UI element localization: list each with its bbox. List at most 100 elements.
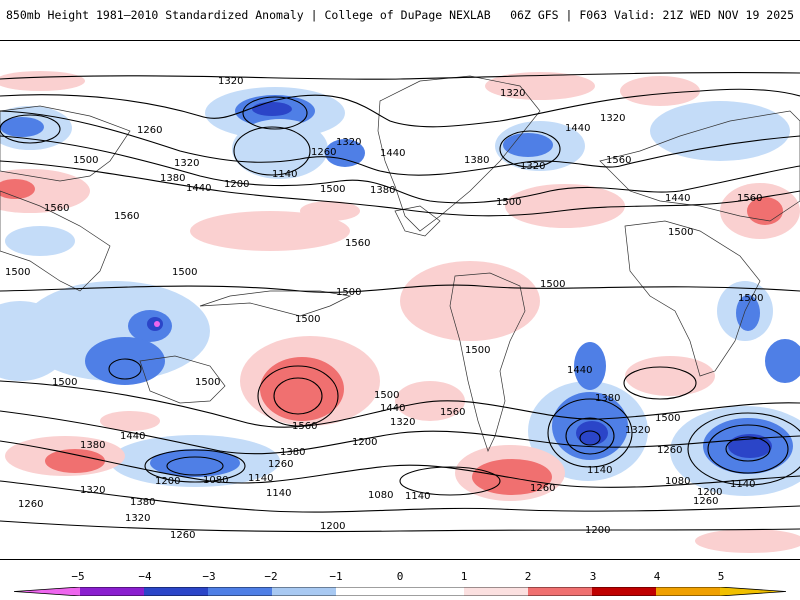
contour-label: 1560 [606,155,631,166]
contour-label: 1080 [368,490,393,501]
colorbar-tick: 0 [396,570,404,583]
contour-label: 1500 [320,184,345,195]
contour-label: 1320 [520,161,545,172]
contour-label: 1500 [52,377,77,388]
contour-label: 1320 [390,417,415,428]
contour-labels: 1320 1320 1320 1320 1320 1320 1320 1320 … [5,76,763,541]
contour-label: 1140 [248,473,273,484]
contour-label: 1500 [496,197,521,208]
contour-label: 1200 [697,487,722,498]
colorbar-cell [80,587,144,596]
contour-label: 1320 [174,158,199,169]
contour-label: 1260 [268,459,293,470]
contour-label: 1260 [311,147,336,158]
contour-label: 1080 [203,475,228,486]
contour-label: 1320 [80,485,105,496]
contour-label: 1560 [114,211,139,222]
contour-label: 1560 [345,238,370,249]
contour-label: 1320 [218,76,243,87]
contour-label: 1260 [657,445,682,456]
contour-label: 1260 [18,499,43,510]
contour-label: 1320 [600,113,625,124]
contour-label: 1380 [595,393,620,404]
colorbar-tick: 2 [524,570,532,583]
contour-label: 1560 [440,407,465,418]
colorbar-cell [336,587,400,596]
contour-label: 1260 [530,483,555,494]
contour-label: 1200 [224,179,249,190]
coastlines [0,75,800,452]
contour-label: 1500 [738,293,763,304]
contour-label: 1560 [44,203,69,214]
colorbar-cell [656,587,720,596]
colorbar-tick: −5 [71,570,85,583]
contour-label: 1500 [668,227,693,238]
colorbar-tick: −3 [202,570,216,583]
colorbar-cell [400,587,464,596]
contour-label: 1500 [465,345,490,356]
contour-label: 1260 [137,125,162,136]
contour-label: 1200 [585,525,610,536]
map-title: 850mb Height 1981–2010 Standardized Anom… [6,8,491,22]
colorbar-tick: −1 [329,570,343,583]
contour-label: 1500 [295,314,320,325]
colorbar-cell [144,587,208,596]
anomaly-colorbar: −5 −4 −3 −2 −1 0 1 2 3 4 5 [0,568,800,600]
contour-label: 1140 [266,488,291,499]
contour-label: 1500 [374,390,399,401]
contour-label: 1380 [80,440,105,451]
contour-label: 1320 [125,513,150,524]
contour-label: 1560 [292,421,317,432]
colorbar-tick: 1 [460,570,468,583]
contour-label: 1320 [500,88,525,99]
colorbar-cell [528,587,592,596]
contour-label: 1080 [665,476,690,487]
contour-label: 1140 [730,479,755,490]
contour-label: 1560 [737,193,762,204]
contour-label: 1500 [655,413,680,424]
colorbar-tick: −4 [138,570,152,583]
contour-label: 1440 [186,183,211,194]
contour-label: 1440 [380,148,405,159]
contour-label: 1380 [370,185,395,196]
contour-label: 1320 [336,137,361,148]
colorbar-cell [272,587,336,596]
contour-label: 1440 [665,193,690,204]
colorbar-cell [464,587,528,596]
colorbar-strip [14,587,786,596]
contour-label: 1200 [352,437,377,448]
contour-label: 1200 [320,521,345,532]
contour-label: 1140 [405,491,430,502]
contour-label: 1260 [170,530,195,541]
height-contours [0,72,800,533]
colorbar-cell [720,587,786,596]
contour-label: 1440 [120,431,145,442]
colorbar-tick: 3 [589,570,597,583]
colorbar-cell [14,587,80,596]
contour-label: 1500 [73,155,98,166]
contour-label: 1380 [160,173,185,184]
header-bar: 850mb Height 1981–2010 Standardized Anom… [0,0,800,40]
run-info: 06Z GFS | F063 Valid: 21Z WED NOV 19 202… [510,8,794,22]
colorbar-tick: −2 [264,570,278,583]
colorbar-cell [592,587,656,596]
contour-label: 1500 [336,287,361,298]
contour-label: 1440 [567,365,592,376]
contour-label: 1380 [464,155,489,166]
contour-label: 1440 [565,123,590,134]
contour-label: 1380 [280,447,305,458]
weather-map[interactable]: 1320 1320 1320 1320 1320 1320 1320 1320 … [0,40,800,560]
contour-label: 1380 [130,497,155,508]
contour-label: 1260 [693,496,718,507]
contour-label: 1500 [172,267,197,278]
colorbar-tick: 5 [717,570,725,583]
colorbar-tick: 4 [653,570,661,583]
map-canvas: 1320 1320 1320 1320 1320 1320 1320 1320 … [0,71,800,553]
contour-label: 1440 [380,403,405,414]
contour-label: 1500 [195,377,220,388]
contour-label: 1500 [5,267,30,278]
colorbar-cell [208,587,272,596]
contour-label: 1140 [587,465,612,476]
contour-label: 1320 [625,425,650,436]
contour-label: 1200 [155,476,180,487]
